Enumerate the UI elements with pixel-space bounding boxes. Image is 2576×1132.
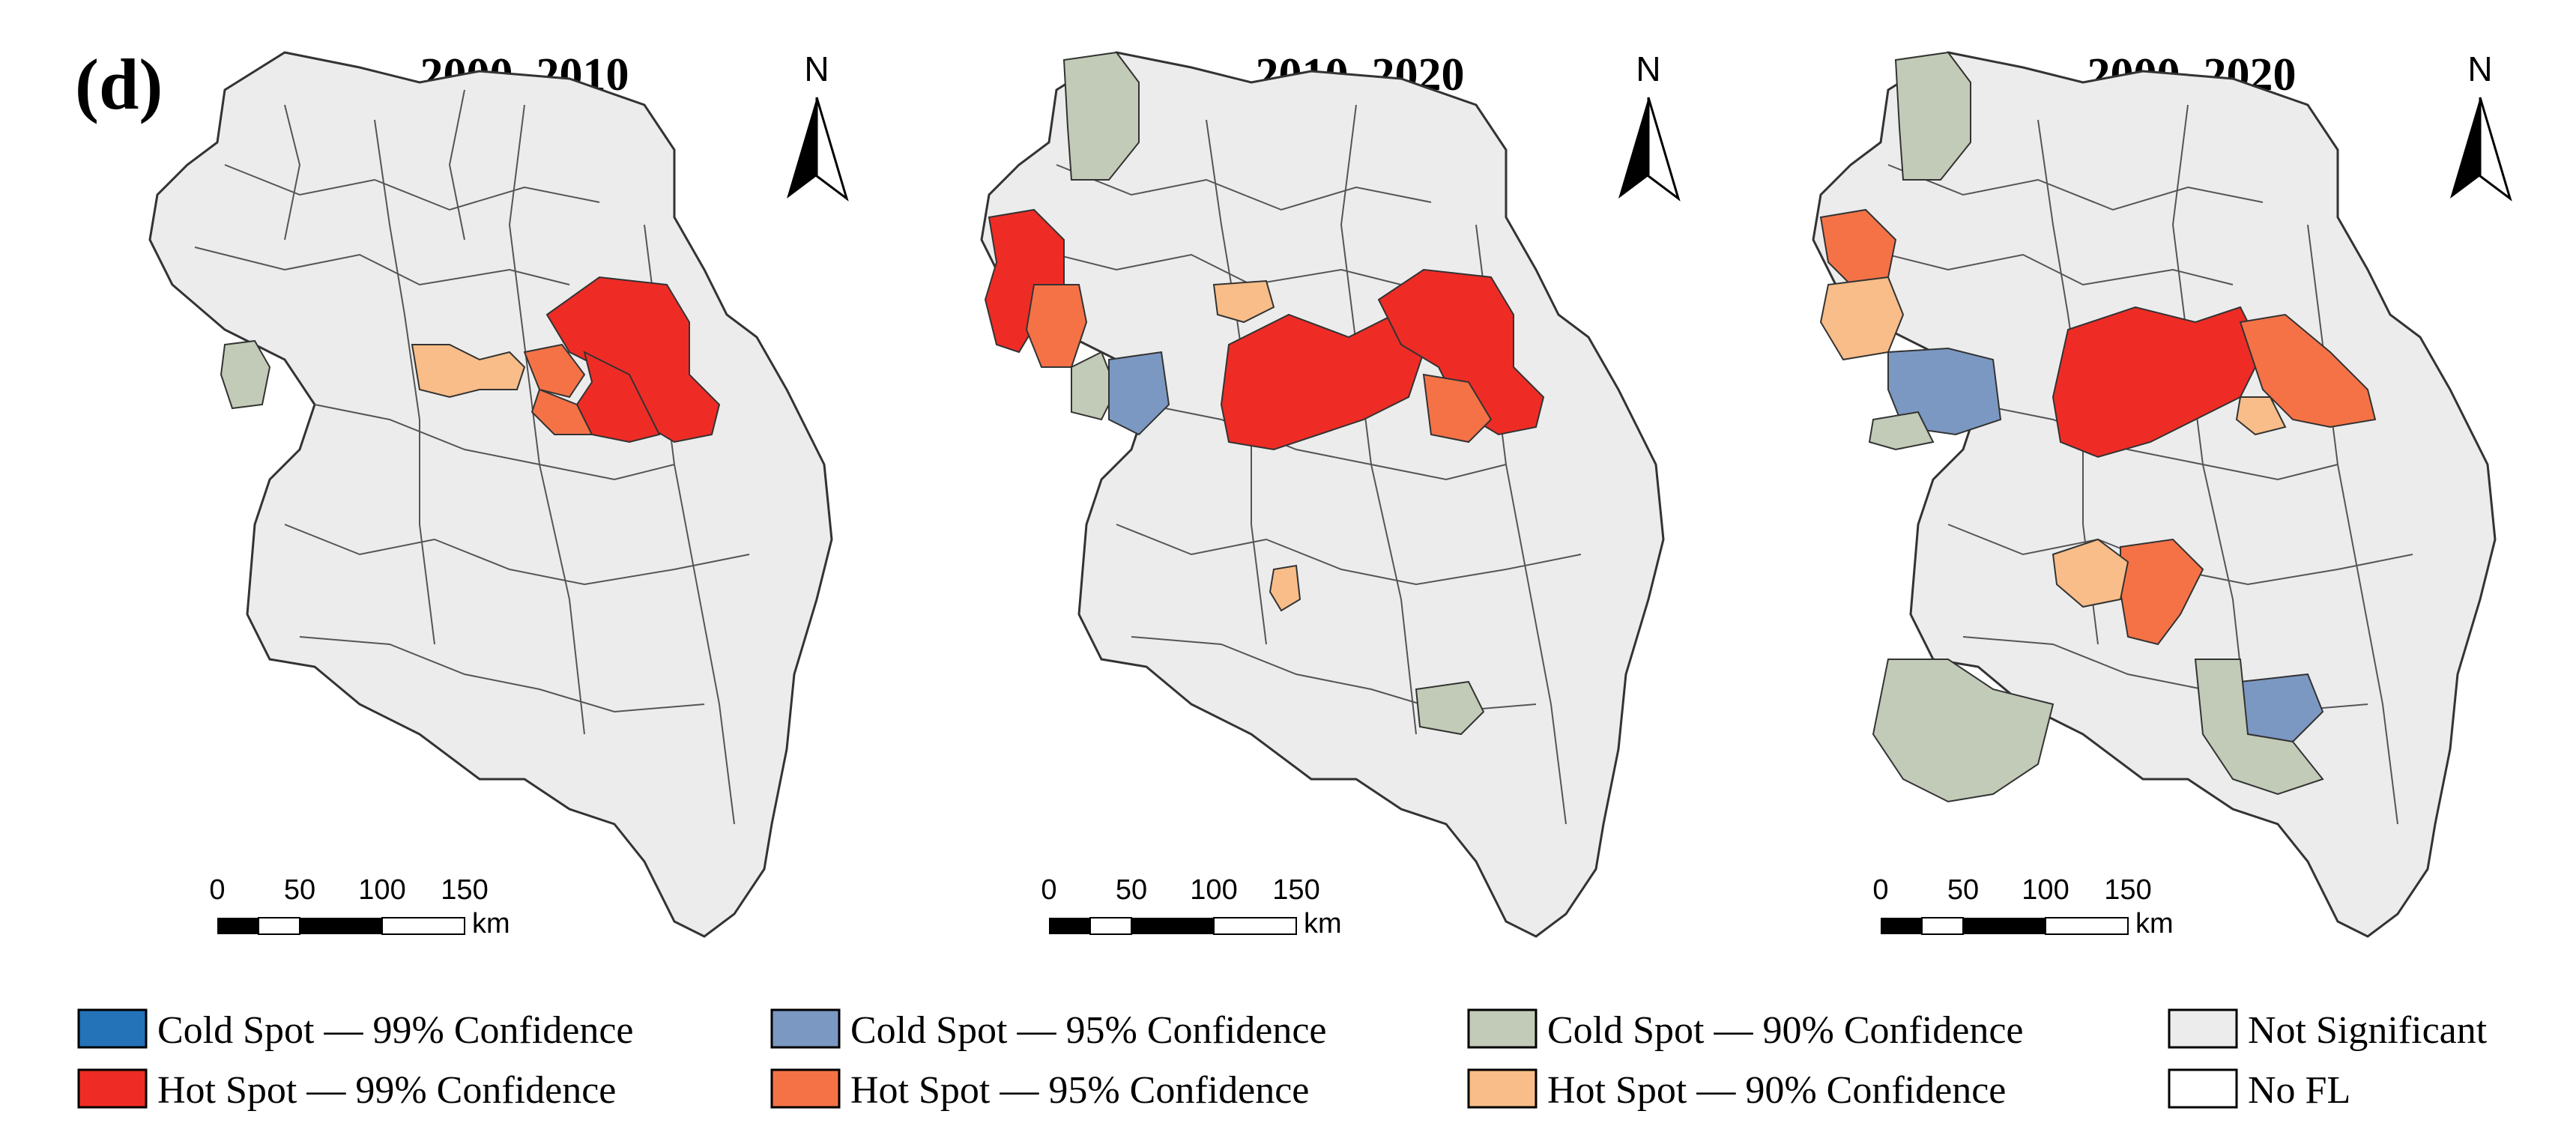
legend-swatch-cold95 <box>770 1008 841 1049</box>
panel-3-coldspot-west-south <box>1868 411 1935 451</box>
panel-2-north-label: N <box>1636 49 1660 88</box>
panel-1-hotspot-central-band <box>411 344 526 399</box>
panel-1-hotspot-east-ring-b <box>530 388 593 435</box>
legend-swatch-hot99 <box>77 1068 148 1109</box>
panel-2-coldspot-west-central <box>1108 351 1170 436</box>
panel-2-hotspot-north-central <box>1212 279 1275 324</box>
legend-label-not-sig: Not Significant <box>2248 1009 2488 1052</box>
panel-2-scale-tick-0: 0 <box>1041 874 1056 906</box>
panel-1-hotspot-east-ring-a <box>523 343 586 399</box>
panel-1-scale-tick-2: 100 <box>358 874 405 906</box>
panel-3-hotspot-east-ring <box>2239 313 2377 429</box>
panel-3-base-region <box>1812 51 2497 938</box>
panel-1-scale-unit: km <box>472 908 510 939</box>
panel-1-scale-tick-1: 50 <box>284 874 315 906</box>
panel-2-scale-bar: 0 50 100 150 km <box>1041 874 1341 939</box>
panel-3-scale-bar: 0 50 100 150 km <box>1872 874 2173 939</box>
figure-label: (d) <box>75 44 163 124</box>
panel-3-north-label: N <box>2467 49 2492 88</box>
legend-label-hot90: Hot Spot — 90% Confidence <box>1547 1069 2006 1112</box>
legend-label-no-fl: No FL <box>2248 1069 2350 1112</box>
panel-2-hotspot-far-west-inner <box>1025 284 1088 368</box>
panel-2-hotspot-far-east-coastal <box>1377 268 1545 436</box>
panel-1-base-region <box>148 51 833 938</box>
panel-3-scale-unit: km <box>2135 908 2174 939</box>
panel-3-coldspot-north-tip <box>1894 51 1971 181</box>
panel-3-scale-tick-2: 100 <box>2022 874 2069 906</box>
panel-1-scale-bar: 0 50 100 150 km <box>209 874 510 939</box>
legend-label-hot95: Hot Spot — 95% Confidence <box>850 1069 1309 1112</box>
panel-3-scale-tick-0: 0 <box>1872 874 1888 906</box>
panel-1-hotspot-east-central <box>575 351 661 444</box>
legend-swatch-hot90 <box>1467 1068 1538 1109</box>
panel-3-north-arrow: N <box>2450 49 2512 202</box>
panel-3-coldspot-southeast-ring <box>2194 659 2324 796</box>
panel-2-north-arrow: N <box>1618 49 1681 202</box>
legend: Cold Spot — 99% Confidence Hot Spot — 99… <box>77 1008 2488 1112</box>
panel-2-scale-unit: km <box>1304 908 1342 939</box>
panel-2-scale-tick-3: 150 <box>1272 874 1319 906</box>
panel-3-hotspot-east-ring-b <box>2235 396 2287 436</box>
legend-label-cold99: Cold Spot — 99% Confidence <box>157 1009 634 1052</box>
legend-label-cold95: Cold Spot — 95% Confidence <box>850 1009 1327 1052</box>
panel-3-hotspot-far-west-inner <box>1819 276 1905 361</box>
legend-swatch-cold90 <box>1467 1008 1538 1049</box>
panel-3-hotspot-central-east <box>2052 306 2264 458</box>
panel-3-coldspot-southwest <box>1872 659 2055 803</box>
legend-swatch-cold99 <box>77 1008 148 1049</box>
panel-2-coldspot-north-tip <box>1062 51 1140 181</box>
panel-2-base-region <box>980 51 1665 938</box>
panel-3-hotspot-south-central <box>2120 538 2204 646</box>
panel-2-hotspot-south-small <box>1269 564 1301 612</box>
panel-1-scale-tick-3: 150 <box>441 874 488 906</box>
legend-swatch-not-sig <box>2168 1008 2238 1049</box>
panel-2-hotspot-central-east <box>1220 313 1425 451</box>
legend-swatch-no-fl <box>2168 1068 2238 1109</box>
panel-2-scale-tick-2: 100 <box>1190 874 1237 906</box>
panel-1-scale-tick-0: 0 <box>209 874 225 906</box>
panel-1-north-arrow: N <box>787 49 849 202</box>
map-panel-1: 2000–2010 N 0 <box>148 49 849 939</box>
panel-3-scale-tick-1: 50 <box>1947 874 1979 906</box>
panel-2-scale-tick-1: 50 <box>1116 874 1147 906</box>
legend-label-cold90: Cold Spot — 90% Confidence <box>1547 1009 2024 1052</box>
legend-swatch-hot95 <box>770 1068 841 1109</box>
panel-1-coldspot-west-edge <box>220 339 271 410</box>
map-panel-3: 2000–2020 N 0 <box>1812 49 2512 939</box>
legend-label-hot99: Hot Spot — 99% Confidence <box>157 1069 616 1112</box>
map-panel-2: 2010–2020 N 0 50 1 <box>980 49 1681 939</box>
panel-3-hotspot-south-central-b <box>2052 538 2129 608</box>
panel-2-hotspot-east-ring <box>1422 373 1493 444</box>
panel-1-north-label: N <box>804 49 829 88</box>
panel-3-scale-tick-3: 150 <box>2104 874 2151 906</box>
panel-2-coldspot-southeast-small <box>1415 680 1485 736</box>
